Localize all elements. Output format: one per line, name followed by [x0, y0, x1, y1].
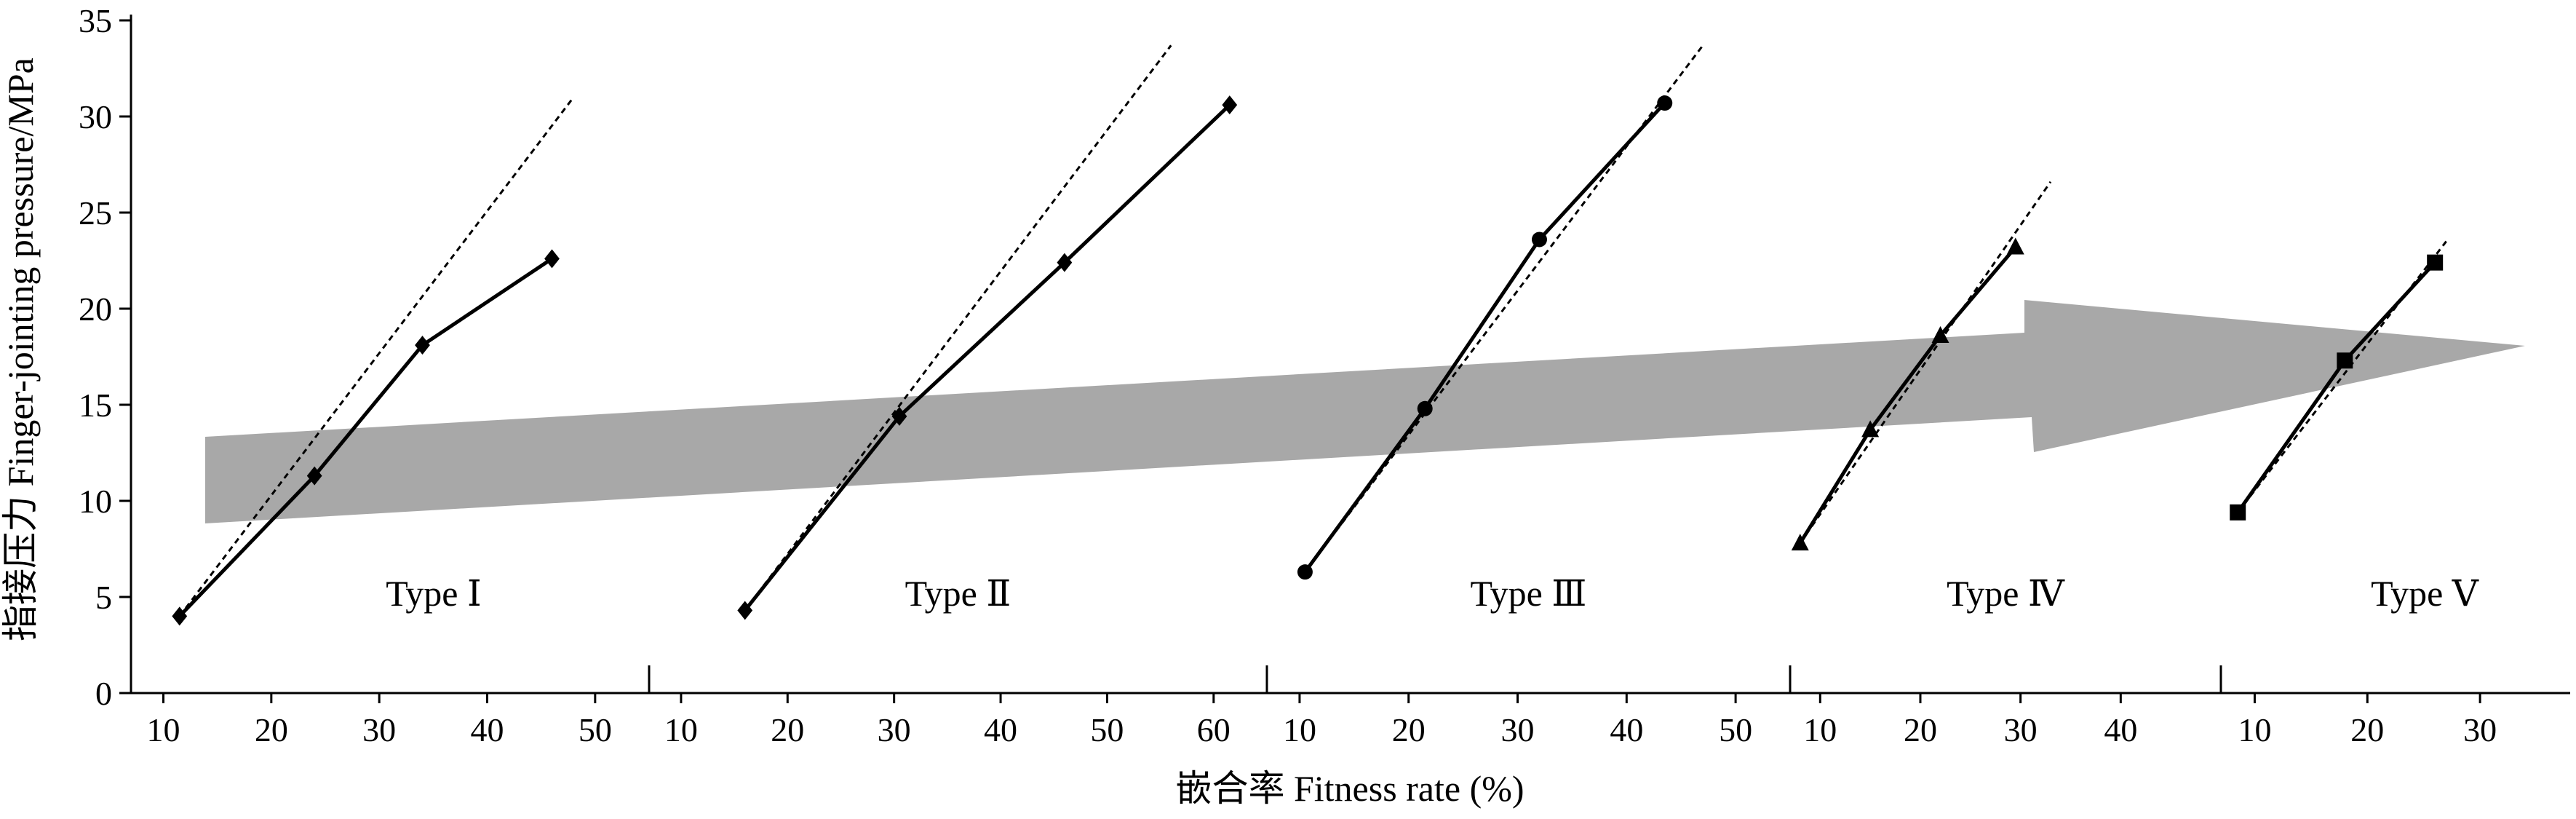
- x-tick-label: 10: [1803, 711, 1837, 748]
- x-tick-label: 60: [1197, 711, 1231, 748]
- x-tick-label: 10: [147, 711, 180, 748]
- data-point-diamond: [172, 606, 188, 626]
- x-tick-label: 20: [2350, 711, 2384, 748]
- data-point-diamond: [1222, 95, 1238, 115]
- x-tick-label: 30: [878, 711, 911, 748]
- y-axis-title: 指接压力 Finger-jointing pressure/MPa: [0, 58, 41, 641]
- x-tick-label: 10: [1283, 711, 1316, 748]
- x-tick-label: 50: [579, 711, 612, 748]
- panel-5: 10 20 30 Type Ⅴ: [2230, 240, 2497, 748]
- series-line: [178, 257, 553, 618]
- y-tick-label: 20: [79, 290, 112, 328]
- y-tick-label: 0: [95, 675, 112, 712]
- panel-3: 10 20 30 40 50 Type Ⅲ: [1283, 44, 1752, 748]
- data-point-diamond: [891, 406, 907, 426]
- trend-line: [1304, 44, 1704, 573]
- x-tick-label: 30: [2004, 711, 2038, 748]
- x-tick-label: 40: [1610, 711, 1643, 748]
- data-point-square: [2337, 352, 2353, 369]
- x-tick-label: 30: [2463, 711, 2497, 748]
- series-line: [1303, 101, 1666, 574]
- x-tick-label: 10: [2238, 711, 2271, 748]
- trend-line: [1799, 181, 2052, 544]
- data-point-diamond: [544, 249, 560, 269]
- data-point-square: [2230, 504, 2246, 521]
- x-tick-label: 30: [362, 711, 396, 748]
- x-tick-label: 40: [471, 711, 504, 748]
- type-label: Type Ⅰ: [386, 573, 482, 614]
- type-label: Type Ⅲ: [1471, 573, 1587, 614]
- series-line: [743, 103, 1231, 612]
- data-point-diamond: [306, 466, 322, 486]
- data-point-diamond: [415, 336, 430, 355]
- data-point-triangle: [2006, 237, 2024, 255]
- x-tick-label: 40: [984, 711, 1017, 748]
- data-point-diamond: [737, 601, 753, 620]
- x-axis-title: 嵌合率 Fitness rate (%): [1175, 768, 1524, 809]
- series-line: [1798, 245, 2017, 545]
- data-point-circle: [1417, 400, 1433, 416]
- data-point-circle: [1297, 564, 1313, 580]
- data-point-diamond: [1057, 253, 1073, 272]
- y-tick-label: 5: [95, 579, 112, 616]
- x-tick-label: 40: [2104, 711, 2137, 748]
- trend-arrow: [205, 300, 2525, 523]
- x-tick-label: 50: [1090, 711, 1124, 748]
- type-label: Type Ⅳ: [1947, 573, 2065, 614]
- data-point-circle: [1531, 232, 1547, 248]
- type-label: Type Ⅱ: [905, 573, 1011, 614]
- data-point-triangle: [1861, 420, 1880, 438]
- type-label: Type Ⅴ: [2371, 573, 2479, 614]
- y-tick-label: 30: [79, 98, 112, 135]
- panel-2: 10 20 30 40 50 60 Type Ⅱ: [664, 44, 1238, 748]
- data-point-circle: [1657, 95, 1673, 111]
- panel-4: 10 20 30 40 Type Ⅳ: [1791, 181, 2137, 748]
- x-tick-label: 50: [1719, 711, 1752, 748]
- data-point-square: [2427, 254, 2444, 271]
- x-tick-label: 20: [1392, 711, 1426, 748]
- panel-1: 10 20 30 40 50 Type Ⅰ: [147, 96, 612, 748]
- y-tick-label: 10: [79, 483, 112, 520]
- x-tick-label: 10: [664, 711, 698, 748]
- y-tick-label: 15: [79, 387, 112, 424]
- x-tick-label: 30: [1501, 711, 1535, 748]
- trend-line: [744, 44, 1172, 612]
- y-tick-label: 25: [79, 194, 112, 232]
- data-point-triangle: [1791, 534, 1809, 551]
- x-tick-label: 20: [1904, 711, 1937, 748]
- y-tick-label: 35: [79, 2, 112, 39]
- data-point-triangle: [1931, 325, 1949, 343]
- x-tick-label: 20: [771, 711, 804, 748]
- trend-line: [178, 96, 575, 617]
- x-tick-label: 20: [255, 711, 288, 748]
